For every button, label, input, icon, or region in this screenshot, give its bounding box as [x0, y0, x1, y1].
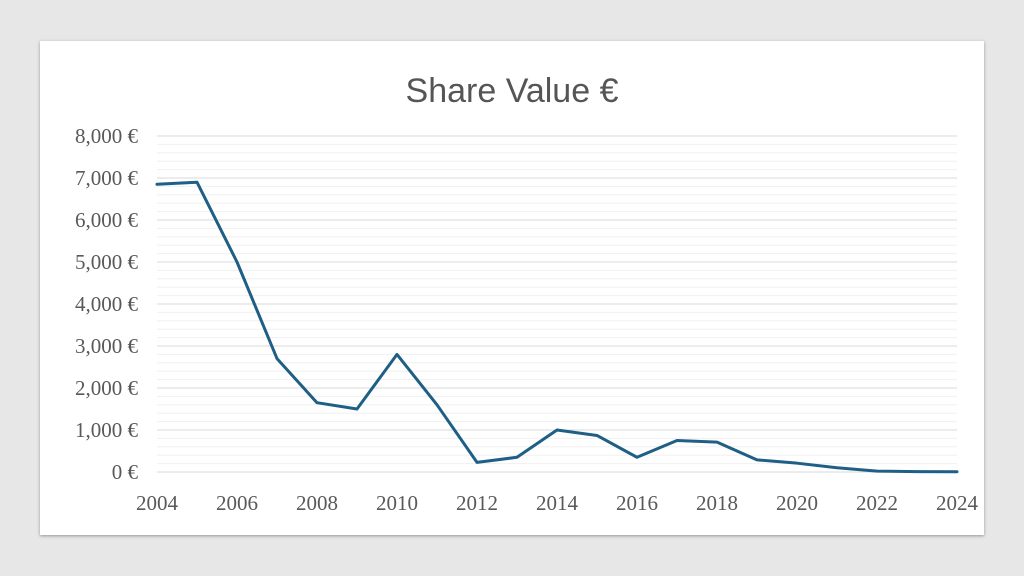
y-tick-label: 8,000 € [75, 124, 139, 148]
x-tick-label: 2016 [616, 491, 658, 515]
x-tick-label: 2020 [776, 491, 818, 515]
x-tick-label: 2010 [376, 491, 418, 515]
y-tick-label: 3,000 € [75, 334, 139, 358]
y-tick-label: 0 € [112, 460, 139, 484]
y-tick-label: 1,000 € [75, 418, 139, 442]
x-tick-label: 2018 [696, 491, 738, 515]
series-group [155, 180, 959, 474]
x-tick-label: 2024 [936, 491, 979, 515]
y-tick-label: 5,000 € [75, 250, 139, 274]
chart-card [40, 41, 984, 535]
x-tick-label: 2012 [456, 491, 498, 515]
minor-gridlines [157, 143, 957, 465]
y-tick-label: 2,000 € [75, 376, 139, 400]
y-tick-label: 7,000 € [75, 166, 139, 190]
x-tick-label: 2022 [856, 491, 898, 515]
x-tick-label: 2006 [216, 491, 258, 515]
series-line [155, 180, 959, 474]
y-axis-tick-labels: 0 € 1,000 € 2,000 € 3,000 € 4,000 € 5,000 € 6,… [75, 124, 139, 484]
x-tick-label: 2004 [136, 491, 179, 515]
chart-title: Share Value € [406, 72, 619, 110]
x-tick-label: 2008 [296, 491, 338, 515]
y-tick-label: 6,000 € [75, 208, 139, 232]
x-tick-label: 2014 [536, 491, 579, 515]
y-tick-label: 4,000 € [75, 292, 139, 316]
x-axis-tick-labels: 2004 2006 2008 2010 2012 2014 2016 2018 2020 2022… [136, 491, 979, 515]
